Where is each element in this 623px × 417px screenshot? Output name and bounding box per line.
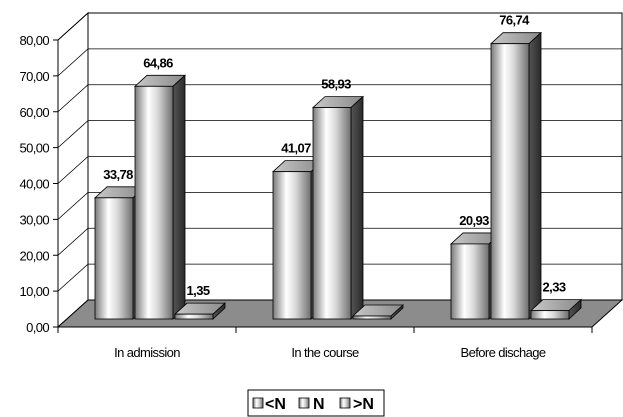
legend-label-gt-n: >N [353,396,374,413]
data-label: 64,86 [143,55,173,70]
y-tick-label: 10,00 [19,284,49,299]
data-label: 76,74 [499,13,530,28]
gridline [57,263,622,292]
data-label: 41,07 [281,141,311,156]
x-tick-label: In the course [291,345,359,360]
legend-label-n: N [313,396,325,413]
data-label: 20,93 [459,213,489,228]
gridline [57,12,622,41]
bar-side-face [528,31,542,320]
gridline [57,227,622,256]
gridline [57,156,622,184]
bar-front-face [174,313,214,320]
y-tick-label: 0,00 [26,320,49,335]
gridline [57,84,622,113]
bar-front-face [352,315,392,320]
legend: <N N >N [247,389,385,417]
legend-item-gt-n: >N [339,396,374,413]
bar [351,304,405,320]
bar-front-face [272,171,312,320]
y-tick-label: 30,00 [19,212,49,227]
bar-front-face [530,310,570,320]
bar-side-face [350,95,364,320]
legend-box [247,389,385,417]
data-label: 33,78 [103,167,133,182]
y-tick-label: 70,00 [19,69,49,84]
bar [133,74,187,320]
bar-front-face [94,197,134,320]
gridline [57,191,622,220]
y-tick-label: 20,00 [19,248,49,263]
y-tick-label: 80,00 [19,33,49,48]
legend-item-lt-n: <N [252,396,286,413]
data-label: 2,33 [543,280,566,295]
legend-swatch-gt-n [339,397,351,409]
bar [173,302,227,320]
data-label: 1,35 [187,283,210,298]
legend-swatch-lt-n [252,397,264,409]
legend-item-n: N [298,396,325,413]
bar-front-face [450,243,490,320]
x-tick-label: Before dischage [461,345,546,360]
bar-front-face [134,85,174,320]
x-tick-label: In admission [114,345,180,360]
gridline [57,48,622,77]
axes: 0,00 10,00 20,00 30,00 40,00 50,00 60,00 70,00 8… [19,33,593,360]
bar [271,159,325,320]
bar-front-face [490,43,530,320]
data-label: 58,93 [321,77,351,92]
bar [311,95,365,320]
gridline [57,120,622,148]
legend-label-lt-n: <N [265,396,286,413]
bar-front-face [312,107,352,320]
bar [529,298,583,320]
y-tick-label: 60,00 [19,105,49,120]
y-tick-label: 40,00 [19,177,49,192]
y-tick-label: 50,00 [19,141,49,156]
bars [93,31,583,320]
data-labels: 33,78 64,86 1,35 41,07 58,93 20,93 76,74 2,33 [103,13,566,298]
legend-swatch-n [298,397,310,409]
bar-side-face [172,74,186,320]
bar [489,31,543,320]
